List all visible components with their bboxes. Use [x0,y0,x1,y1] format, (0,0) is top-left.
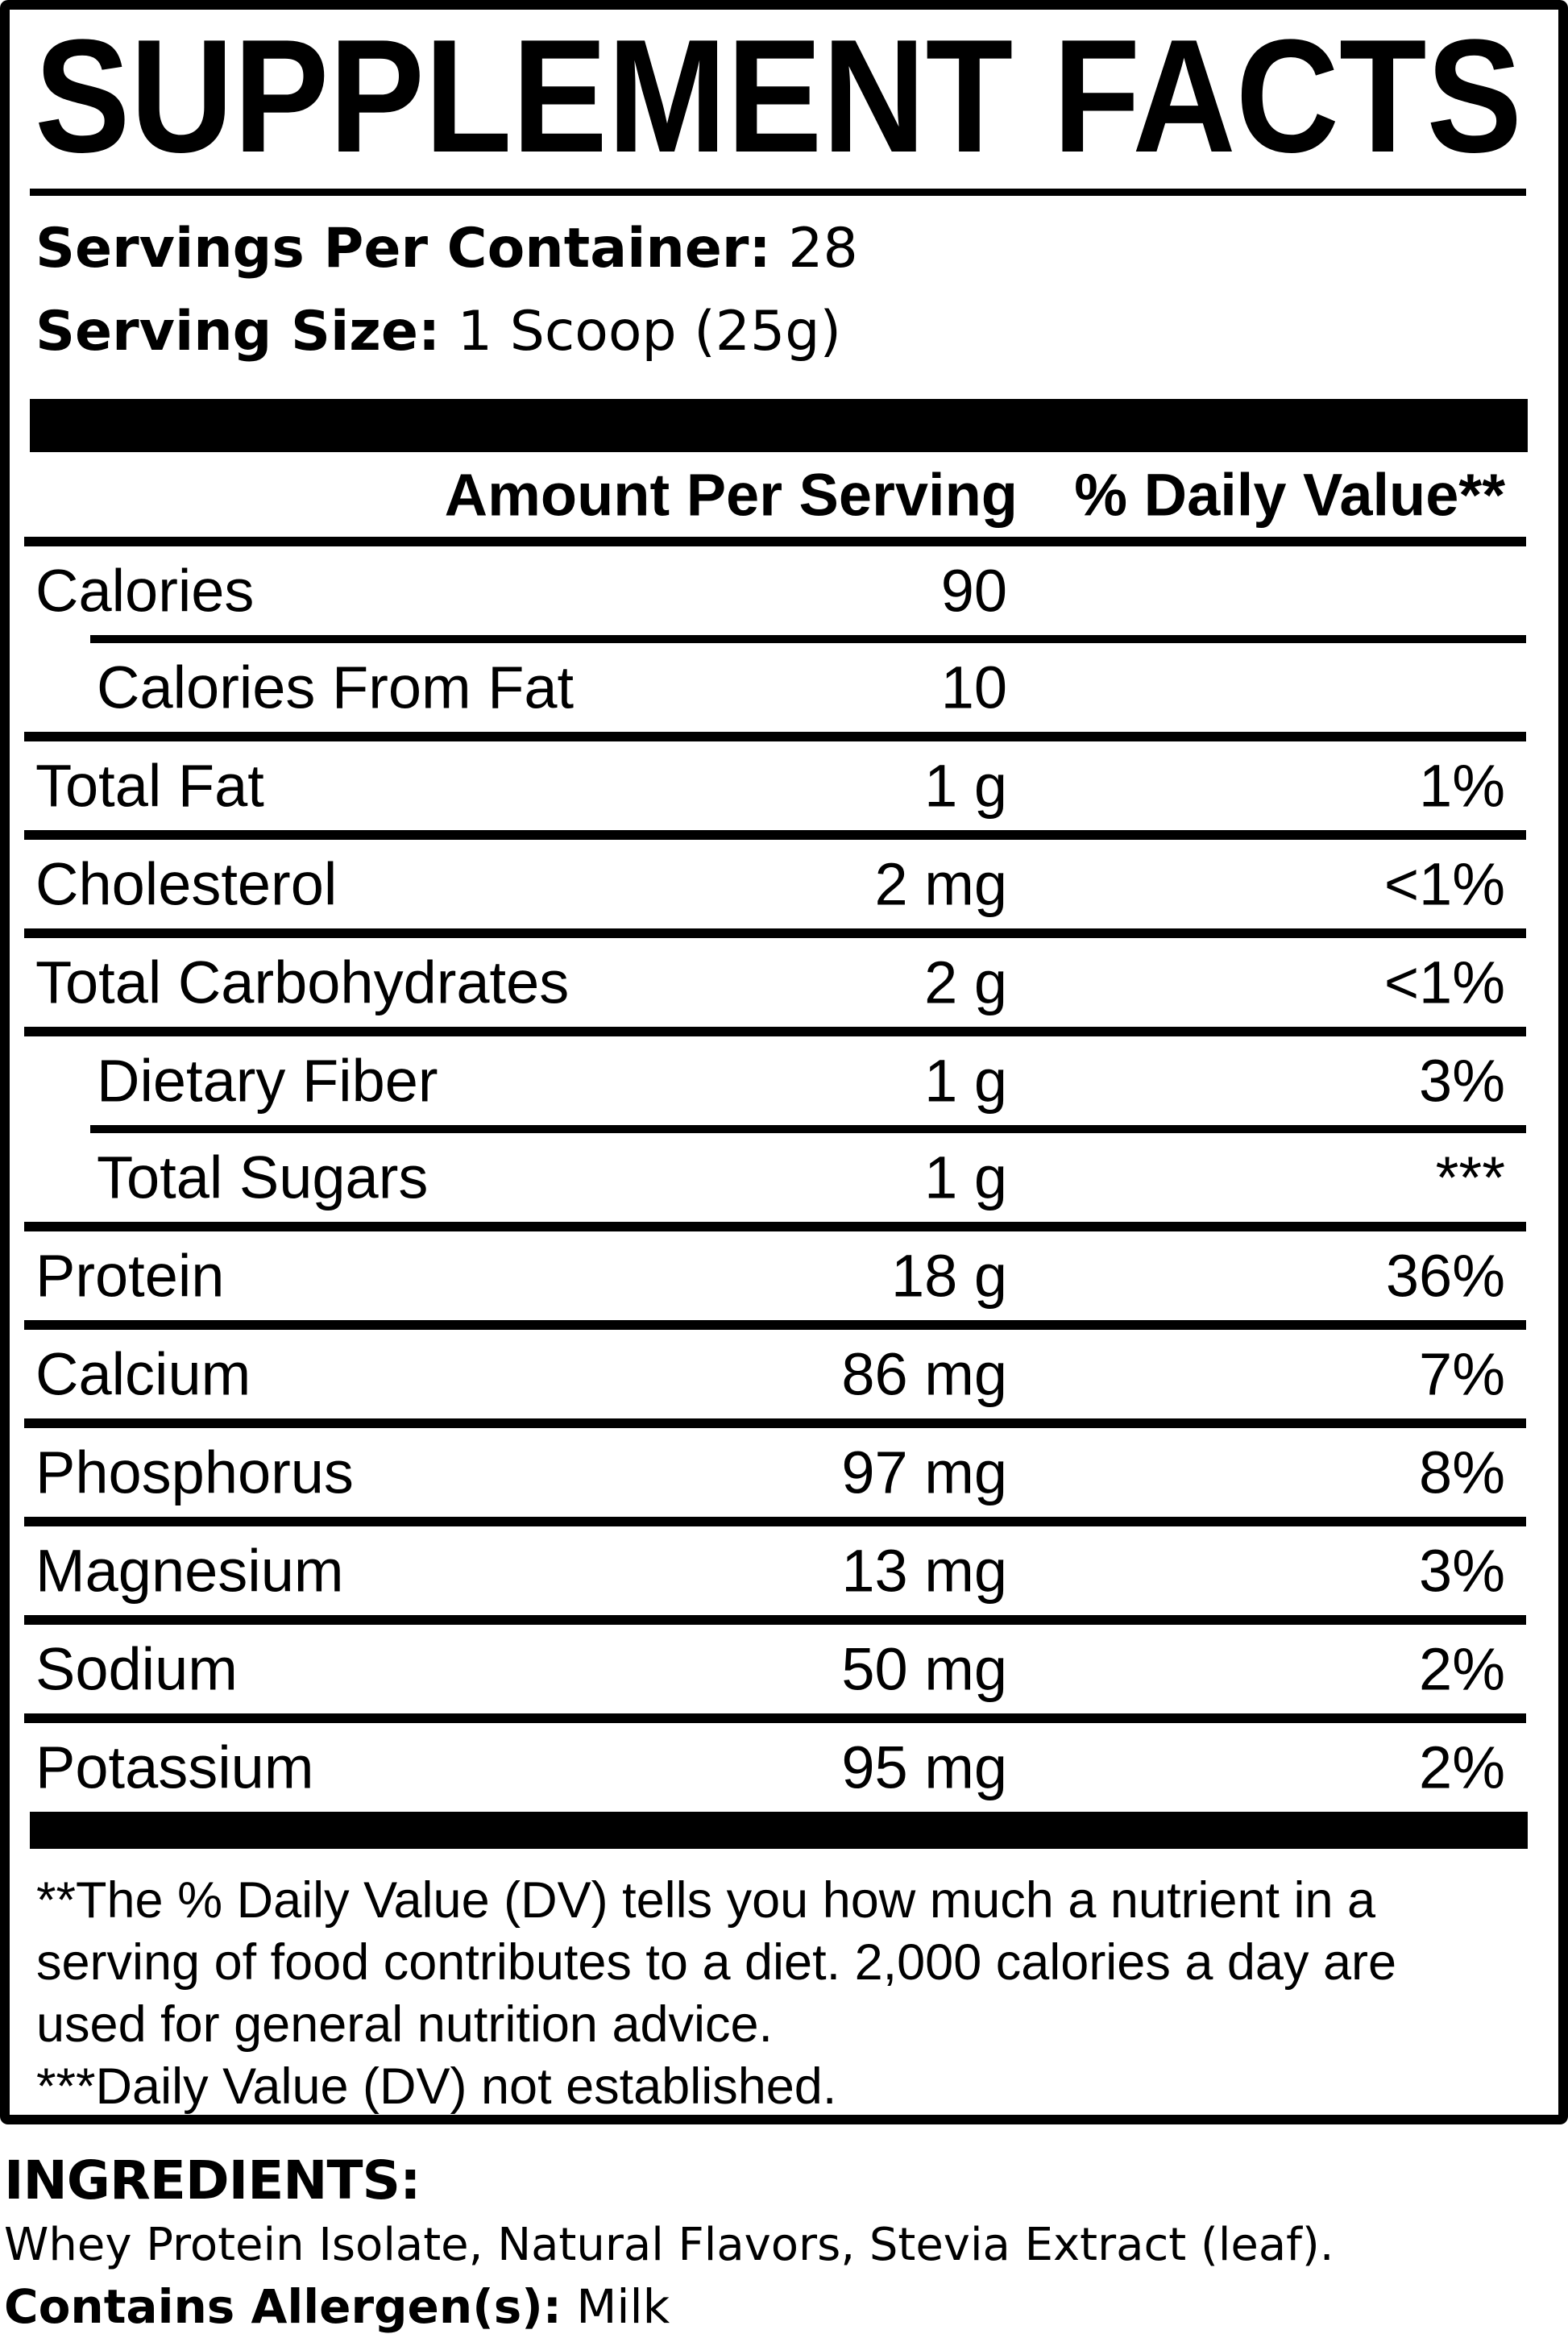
nutrient-amount: 18 g [890,1242,1007,1310]
row-divider [24,1027,1526,1036]
serving-size-value: 1 Scoop (25g) [440,300,841,363]
nutrient-amount: 1 g [924,1047,1007,1115]
serving-size-line: Serving Size: 1 Scoop (25g) [35,284,1558,380]
nutrient-name: Magnesium [35,1537,344,1605]
servings-per-container-value: 28 [770,217,858,280]
nutrient-daily-value: 2% [1419,1635,1505,1703]
row-total-carbohydrates: Total Carbohydrates 2 g <1% [10,938,1558,1027]
allergen-line: Contains Allergen(s): Milk [4,2281,1568,2332]
footnotes: **The % Daily Value (DV) tells you how m… [36,1870,1526,2115]
row-calories-from-fat: Calories From Fat 10 [10,643,1558,732]
serving-size-label: Serving Size: [35,300,441,363]
thick-rule-top [30,399,1528,452]
ingredients-section: INGREDIENTS: Whey Protein Isolate, Natur… [4,2149,1568,2332]
row-divider [24,1418,1526,1428]
nutrient-name: Potassium [35,1734,314,1801]
servings-per-container-label: Servings Per Container: [35,217,771,280]
supplement-facts-panel: SUPPLEMENT FACTS Servings Per Container:… [0,0,1568,2124]
row-divider [24,1615,1526,1625]
row-divider [24,830,1526,840]
nutrient-name: Cholesterol [35,850,338,918]
row-potassium: Potassium 95 mg 2% [10,1723,1558,1812]
row-divider [24,537,1526,546]
nutrient-amount: 2 mg [874,850,1007,918]
nutrient-amount: 97 mg [841,1439,1007,1506]
row-calories: Calories 90 [10,546,1558,635]
row-total-sugars: Total Sugars 1 g *** [10,1133,1558,1222]
thick-rule-bottom [30,1812,1528,1849]
nutrient-amount: 13 mg [841,1537,1007,1605]
nutrient-amount: 10 [940,654,1007,721]
footnote-line: serving of food contributes to a diet. 2… [36,1934,1397,1991]
row-divider-indented [90,1125,1526,1133]
row-divider [24,928,1526,938]
servings-per-container-line: Servings Per Container: 28 [35,214,1558,284]
row-divider [24,1222,1526,1231]
row-calcium: Calcium 86 mg 7% [10,1330,1558,1418]
column-header-daily-value: % Daily Value** [1074,461,1505,528]
row-divider [24,1320,1526,1330]
row-cholesterol: Cholesterol 2 mg <1% [10,840,1558,928]
footnote-line: **The % Daily Value (DV) tells you how m… [36,1872,1376,1929]
nutrient-amount: 86 mg [841,1340,1007,1408]
nutrient-daily-value: <1% [1383,850,1505,918]
nutrient-daily-value: 3% [1419,1047,1505,1115]
nutrient-name: Phosphorus [35,1439,354,1506]
nutrient-amount: 50 mg [841,1635,1007,1703]
row-protein: Protein 18 g 36% [10,1231,1558,1320]
nutrient-daily-value: <1% [1383,949,1505,1016]
panel-title-text: SUPPLEMENT FACTS [35,31,1522,161]
row-phosphorus: Phosphorus 97 mg 8% [10,1428,1558,1517]
nutrient-name: Calcium [35,1340,251,1408]
column-header-amount: Amount Per Serving [444,461,1018,528]
nutrient-daily-value: 36% [1385,1242,1505,1310]
nutrient-daily-value: 8% [1419,1439,1505,1506]
nutrient-daily-value: 2% [1419,1734,1505,1801]
nutrient-amount: 90 [940,557,1007,625]
row-divider [24,1517,1526,1526]
panel-title: SUPPLEMENT FACTS [35,31,1558,161]
nutrient-daily-value: 1% [1419,752,1505,820]
ingredients-heading: INGREDIENTS: [4,2149,421,2211]
footnote-line: used for general nutrition advice. [36,1996,774,2053]
nutrient-name: Dietary Fiber [97,1047,438,1115]
nutrient-amount: 1 g [924,1144,1007,1211]
nutrient-name: Total Sugars [97,1144,429,1211]
allergen-value: Milk [561,2279,670,2334]
nutrient-name: Total Fat [35,752,264,820]
nutrient-amount: 2 g [924,949,1007,1016]
panel-title-svg: SUPPLEMENT FACTS [35,31,1522,161]
row-divider [24,732,1526,741]
nutrient-name: Calories [35,557,255,625]
nutrient-name: Sodium [35,1635,238,1703]
row-magnesium: Magnesium 13 mg 3% [10,1526,1558,1615]
table-header-row: Amount Per Serving % Daily Value** [10,452,1558,537]
nutrient-name: Protein [35,1242,225,1310]
row-divider [24,1713,1526,1723]
nutrient-daily-value: *** [1435,1144,1505,1211]
row-sodium: Sodium 50 mg 2% [10,1625,1558,1713]
allergen-label: Contains Allergen(s): [4,2279,562,2334]
footnote-line: ***Daily Value (DV) not established. [36,2058,837,2115]
row-total-fat: Total Fat 1 g 1% [10,741,1558,830]
nutrient-amount: 1 g [924,752,1007,820]
nutrient-daily-value: 7% [1419,1340,1505,1408]
nutrient-name: Calories From Fat [97,654,575,721]
title-divider [30,189,1526,196]
row-dietary-fiber: Dietary Fiber 1 g 3% [10,1036,1558,1125]
row-divider-indented [90,635,1526,643]
nutrient-name: Total Carbohydrates [35,949,570,1016]
nutrient-daily-value: 3% [1419,1537,1505,1605]
ingredients-list: Whey Protein Isolate, Natural Flavors, S… [4,2219,1334,2271]
nutrient-amount: 95 mg [841,1734,1007,1801]
